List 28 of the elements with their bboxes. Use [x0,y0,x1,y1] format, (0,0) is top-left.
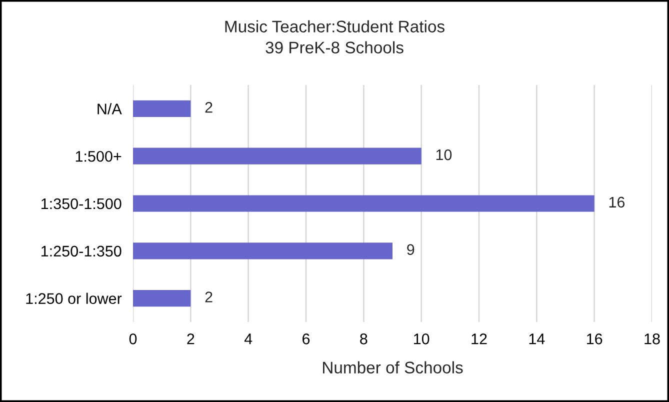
x-tick-label: 16 [587,334,602,344]
bar [133,100,191,117]
x-tick-label: 6 [302,334,310,344]
y-tick-label: 1:500+ [76,150,122,162]
x-tick-label: 12 [472,334,487,344]
x-tick-label: 2 [187,334,194,344]
data-label: 16 [609,196,625,208]
x-tick-label: 18 [644,334,660,344]
bar [133,148,422,164]
x-tick-label: 8 [360,334,368,344]
x-tick-label: 10 [414,334,430,344]
chart-title: Music Teacher:Student Ratios [225,20,444,32]
y-tick-label: 1:350-1:500 [42,198,122,210]
bar [133,242,392,260]
data-label: 2 [205,102,212,113]
x-tick-label: 14 [529,334,545,344]
bar [133,195,594,212]
bar [133,290,191,307]
y-tick-label: N/A [98,103,122,114]
y-tick-label: 1:250 or lower [26,292,122,304]
data-label: 9 [407,244,414,255]
data-label: 10 [436,149,452,160]
x-axis-title: Number of Schools [323,361,463,374]
data-label: 2 [205,292,212,302]
y-tick-label: 1:250-1:350 [42,246,122,257]
x-tick-label: 0 [129,334,137,344]
x-tick-label: 4 [244,334,252,344]
chart-subtitle: 39 PreK-8 Schools [266,41,404,54]
